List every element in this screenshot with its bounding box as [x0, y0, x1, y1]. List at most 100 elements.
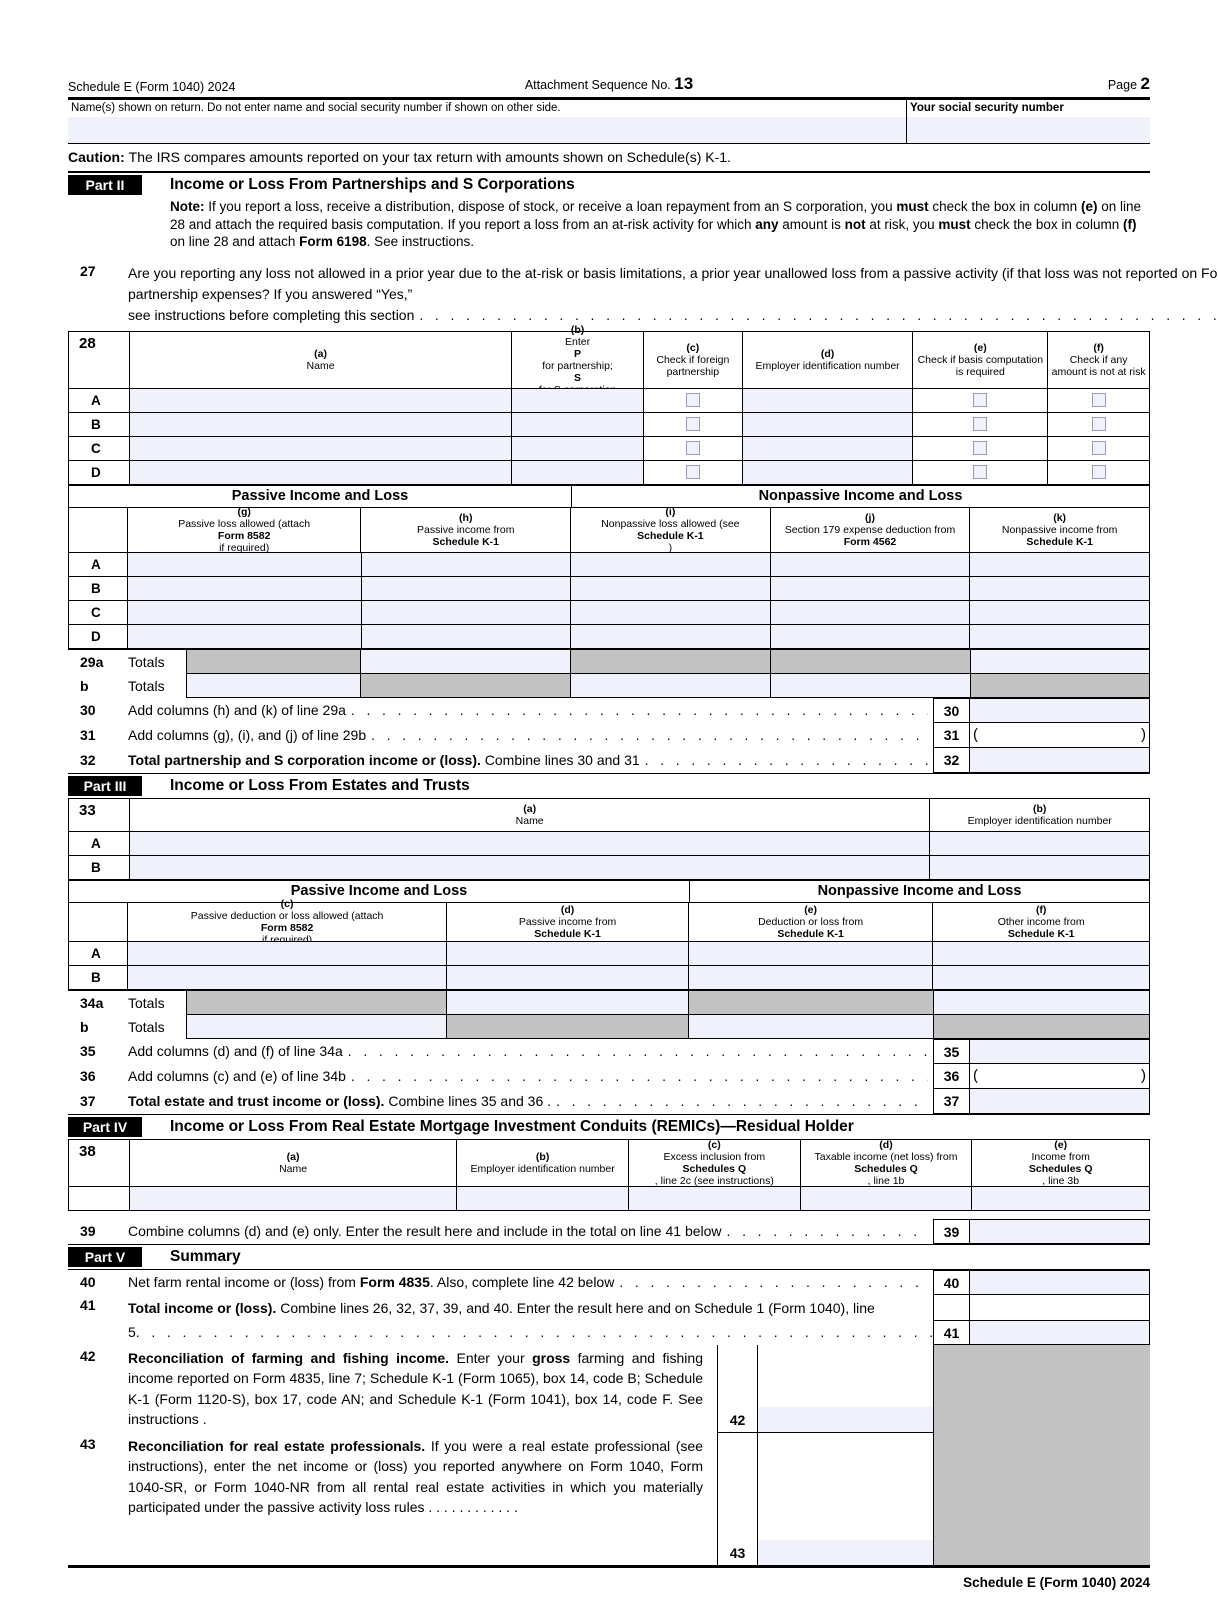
name-input-d[interactable]	[128, 460, 512, 484]
line34b-passive-deduction-total[interactable]	[186, 1014, 446, 1039]
col-b-header: (b) Enter P for partnership; S for S cor…	[511, 324, 643, 396]
line31-amount-input[interactable]: ()	[970, 722, 1150, 748]
name-input-c[interactable]	[128, 436, 512, 460]
nonpassive-loss-input-d[interactable]	[570, 624, 770, 648]
passive-income-input-b3[interactable]	[446, 965, 688, 989]
ein-input-a[interactable]	[741, 388, 913, 412]
basis-computation-checkbox-b[interactable]	[973, 417, 988, 431]
basis-computation-checkbox-c[interactable]	[973, 441, 988, 455]
line35-amount-input[interactable]	[970, 1038, 1150, 1064]
open-paren: (	[973, 726, 978, 743]
passive-income-input-d[interactable]	[360, 624, 571, 648]
line34a-other-income-total[interactable]	[933, 990, 1150, 1015]
not-at-risk-checkbox-d[interactable]	[1091, 465, 1106, 479]
line39-amount-input[interactable]	[970, 1218, 1150, 1244]
basis-computation-checkbox-a[interactable]	[973, 393, 988, 407]
excess-inclusion-input[interactable]	[627, 1186, 800, 1210]
ein-input-c[interactable]	[741, 436, 913, 460]
passive-loss-input-c[interactable]	[126, 600, 361, 624]
nonpassive-income-input-b[interactable]	[969, 576, 1150, 600]
nonpassive-loss-input-c[interactable]	[570, 600, 770, 624]
entity-type-input-c[interactable]	[511, 436, 643, 460]
ein-input-d[interactable]	[741, 460, 913, 484]
ein-input-b[interactable]	[741, 412, 913, 436]
name-label: Name(s) shown on return. Do not enter na…	[71, 102, 561, 114]
col-g-header: (g) Passive loss allowed (attach Form 85…	[126, 506, 361, 554]
line41-amount-input[interactable]	[970, 1319, 1149, 1345]
sec179-input-c[interactable]	[769, 600, 970, 624]
sec179-input-a[interactable]	[769, 552, 970, 576]
part2-income-sections: Passive Income and Loss Nonpassive Incom…	[68, 483, 1150, 508]
col-i-header: (i) Nonpassive loss allowed (see Schedul…	[570, 506, 770, 554]
not-at-risk-checkbox-a[interactable]	[1091, 393, 1106, 407]
other-income-input-a[interactable]	[932, 941, 1149, 965]
line-36-number: 36	[80, 1068, 96, 1084]
estate-name-input-a[interactable]	[128, 831, 930, 855]
line29b-sec179-total[interactable]	[770, 673, 970, 698]
line34b-deduction-loss-total[interactable]	[688, 1014, 933, 1039]
line29a-nonpassive-income-total[interactable]	[970, 649, 1150, 674]
nonpassive-income-input-d[interactable]	[969, 624, 1150, 648]
foreign-partnership-checkbox-c[interactable]	[685, 441, 700, 455]
line30-amount-input[interactable]	[970, 697, 1150, 723]
remic-name-input[interactable]	[128, 1186, 457, 1210]
line-39: 39 Combine columns (d) and (e) only. Ent…	[68, 1218, 1150, 1244]
passive-deduction-input-b[interactable]	[126, 965, 447, 989]
line32-amount-input[interactable]	[970, 747, 1150, 773]
shaded-block	[933, 1344, 1150, 1565]
line42-amount-input[interactable]	[758, 1406, 933, 1432]
nonpassive-income-input-a[interactable]	[969, 552, 1150, 576]
line-31-text: Add columns (g), (i), and (j) of line 29…	[128, 727, 367, 743]
foreign-partnership-checkbox-d[interactable]	[685, 465, 700, 479]
foreign-partnership-checkbox-a[interactable]	[685, 393, 700, 407]
not-at-risk-checkbox-b[interactable]	[1091, 417, 1106, 431]
ssn-input[interactable]	[907, 117, 1150, 143]
col-c-header: (c) Excess inclusion from Schedules Q, l…	[627, 1139, 800, 1187]
caution-text: Caution: The IRS compares amounts report…	[68, 144, 1150, 173]
passive-loss-input-b[interactable]	[126, 576, 361, 600]
nonpassive-loss-input-b[interactable]	[570, 576, 770, 600]
basis-computation-checkbox-d[interactable]	[973, 465, 988, 479]
deduction-loss-input-b[interactable]	[687, 965, 933, 989]
line37-amount-input[interactable]	[970, 1088, 1150, 1114]
passive-income-input-a[interactable]	[360, 552, 571, 576]
sec179-input-d[interactable]	[769, 624, 970, 648]
line29a-passive-income-total[interactable]	[360, 649, 570, 674]
remic-ein-input[interactable]	[456, 1186, 628, 1210]
estate-ein-input-b[interactable]	[929, 855, 1149, 879]
entity-type-input-b[interactable]	[511, 412, 643, 436]
name-input[interactable]	[68, 117, 906, 143]
line36-amount-input[interactable]: ()	[970, 1063, 1150, 1089]
estate-name-input-b[interactable]	[128, 855, 930, 879]
nonpassive-loss-input-a[interactable]	[570, 552, 770, 576]
sec179-input-b[interactable]	[769, 576, 970, 600]
passive-loss-input-d[interactable]	[126, 624, 361, 648]
passive-income-input-c[interactable]	[360, 600, 571, 624]
passive-loss-input-a[interactable]	[126, 552, 361, 576]
entity-type-input-d[interactable]	[511, 460, 643, 484]
foreign-partnership-checkbox-b[interactable]	[685, 417, 700, 431]
schedules-q-income-input[interactable]	[971, 1186, 1150, 1210]
passive-deduction-input-a[interactable]	[126, 941, 447, 965]
entity-type-input-a[interactable]	[511, 388, 643, 412]
line29b-nonpassive-loss-total[interactable]	[570, 673, 770, 698]
passive-income-input-a3[interactable]	[446, 941, 688, 965]
shaded-cell	[570, 649, 770, 674]
nonpassive-income-input-c[interactable]	[969, 600, 1150, 624]
taxable-income-input[interactable]	[799, 1186, 972, 1210]
line43-amount-input[interactable]	[758, 1539, 933, 1565]
estate-ein-input-a[interactable]	[929, 831, 1149, 855]
passive-income-input-b[interactable]	[360, 576, 571, 600]
part2-note: Note: If you report a loss, receive a di…	[170, 199, 1141, 249]
name-input-b[interactable]	[128, 412, 512, 436]
line-30-box: 30	[933, 697, 970, 723]
part3-income-sections: Passive Income and Loss Nonpassive Incom…	[68, 878, 1150, 903]
line29b-passive-loss-total[interactable]	[186, 673, 360, 698]
other-income-input-b[interactable]	[932, 965, 1149, 989]
line40-amount-input[interactable]	[970, 1269, 1150, 1295]
line-29b: b Totals	[68, 673, 1150, 698]
line34a-passive-income-total[interactable]	[446, 990, 688, 1015]
deduction-loss-input-a[interactable]	[687, 941, 933, 965]
name-input-a[interactable]	[128, 388, 512, 412]
not-at-risk-checkbox-c[interactable]	[1091, 441, 1106, 455]
